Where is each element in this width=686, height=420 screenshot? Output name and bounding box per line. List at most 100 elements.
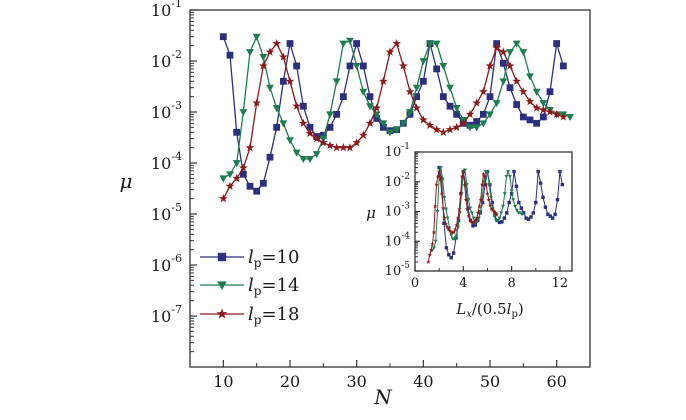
data-point (386, 129, 394, 137)
data-point (406, 109, 414, 117)
inset-data-point (489, 206, 494, 211)
inset-data-point (487, 203, 493, 208)
data-point (412, 84, 421, 92)
data-point (218, 194, 228, 203)
data-point (312, 134, 322, 143)
data-point (499, 78, 508, 86)
data-point (238, 163, 248, 172)
inset-plot: 10-5 10-4 10-3 10-2 10-1 0 4 8 12 μ Lx/(0.5lp) (366, 142, 573, 320)
data-point (532, 88, 541, 96)
data-point (253, 187, 261, 195)
data-point (512, 40, 521, 48)
data-point (479, 120, 488, 128)
legend: lp=10 lp=14 lp=18 (200, 247, 299, 327)
data-point (405, 87, 415, 96)
inset-x-axis-title: Lx/(0.5lp) (455, 300, 523, 320)
data-point (225, 181, 235, 190)
inset-x-tick-label: 8 (507, 276, 515, 291)
inset-data-point (500, 220, 504, 224)
inset-data-point (495, 218, 500, 223)
inset-data-point (447, 253, 451, 257)
inset-data-point (480, 200, 485, 205)
data-point (232, 160, 241, 168)
inset-data-point (548, 214, 552, 218)
inset-y-tick-label: 10-5 (385, 261, 411, 279)
inset-data-point (486, 197, 491, 202)
inset-data-point (543, 205, 548, 209)
data-point (519, 49, 528, 57)
data-point (433, 65, 441, 73)
data-point (246, 182, 254, 190)
series-lp-14 (219, 33, 574, 183)
data-point (526, 116, 534, 124)
data-point (432, 40, 441, 48)
data-point (299, 102, 307, 110)
x-tick-label: 40 (413, 372, 433, 391)
inset-data-point (435, 174, 441, 179)
data-point (439, 93, 447, 101)
data-point (258, 61, 268, 70)
inset-data-point (452, 237, 457, 241)
data-point (506, 49, 514, 57)
data-point (539, 113, 547, 121)
inset-data-point (509, 189, 514, 193)
inset-data-point (456, 225, 461, 230)
inset-data-point (538, 181, 543, 185)
inset-data-point (459, 174, 465, 179)
data-point (245, 143, 255, 152)
x-tick-label: 20 (280, 372, 300, 391)
data-point (292, 149, 301, 157)
data-point (566, 114, 574, 122)
data-point (332, 143, 342, 152)
data-point (546, 88, 554, 96)
data-point (346, 62, 354, 70)
inset-data-point (479, 182, 485, 187)
data-point (472, 124, 481, 132)
inset-data-point (426, 259, 431, 264)
inset-data-point (466, 206, 470, 210)
inset-data-point (502, 216, 507, 220)
data-point (486, 111, 494, 119)
data-point (538, 105, 548, 114)
inset-data-point (534, 200, 538, 205)
inset-data-point (514, 208, 519, 213)
data-point (466, 124, 474, 132)
inset-data-point (509, 191, 514, 196)
x-tick-label: 10 (213, 372, 233, 391)
inset-data-point (461, 169, 466, 174)
data-point (286, 40, 294, 47)
inset-data-point (454, 222, 459, 227)
inset-data-point (550, 216, 555, 220)
inset-x-tick-label: 0 (411, 276, 419, 291)
inset-series-lp-18 (426, 169, 500, 264)
legend-label: lp=18 (248, 304, 299, 327)
inset-data-point (524, 216, 528, 220)
plot-frame (189, 9, 591, 368)
inset-data-point (451, 230, 457, 235)
data-point (219, 33, 227, 41)
inset-data-point (428, 247, 434, 253)
data-point (492, 43, 502, 52)
inset-data-point (473, 218, 478, 223)
inset-data-point (485, 170, 490, 174)
inset-data-point (447, 228, 453, 233)
inset-data-point (560, 182, 565, 187)
inset-data-point (531, 211, 536, 215)
inset-data-point (434, 182, 439, 187)
inset-data-point (436, 169, 442, 174)
inset-data-point (478, 210, 483, 214)
inset-data-point (482, 174, 487, 179)
data-point (285, 76, 295, 86)
inset-data-point (513, 204, 518, 209)
inset-data-point (477, 203, 482, 209)
data-point (453, 110, 461, 118)
data-point (472, 98, 482, 107)
data-point (465, 109, 475, 119)
inset-data-point (501, 204, 505, 209)
data-point (332, 78, 341, 86)
data-point (219, 175, 228, 183)
data-point (486, 93, 494, 101)
series-line-lp-18 (222, 42, 564, 199)
data-point (418, 115, 428, 124)
inset-y-tick-label: 10-4 (385, 231, 411, 249)
